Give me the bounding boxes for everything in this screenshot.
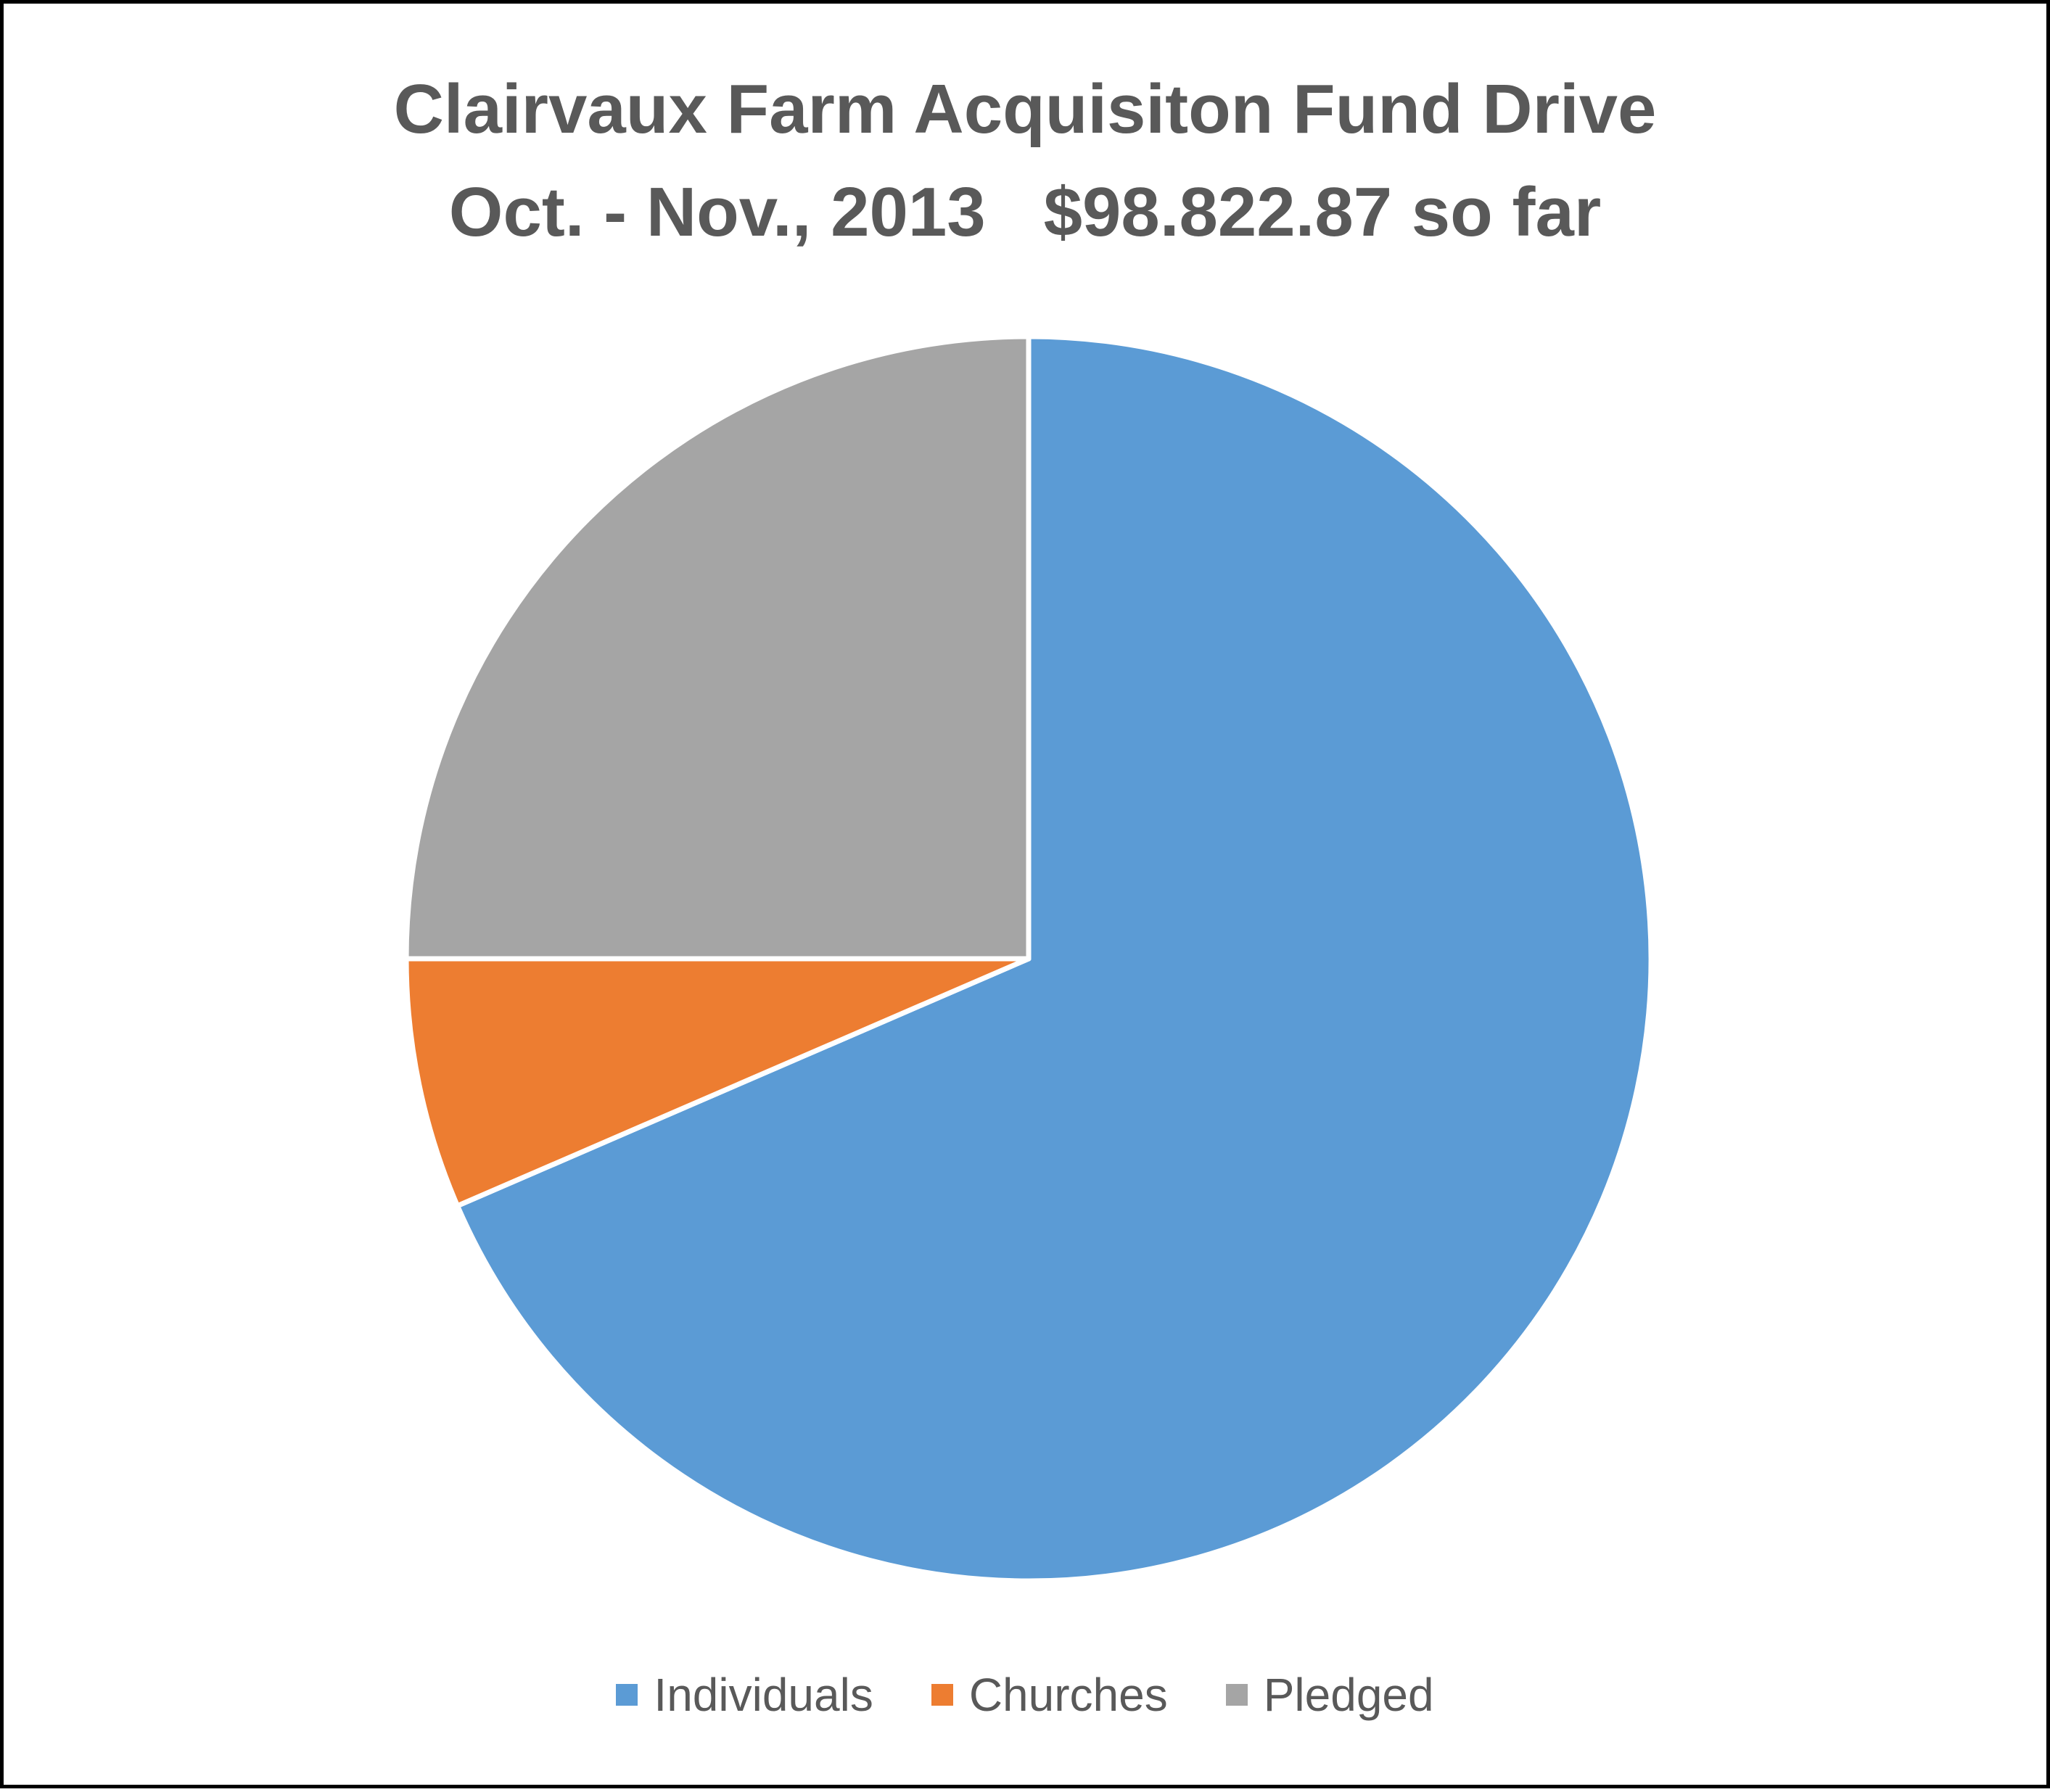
chart-title-line-1: Clairvaux Farm Acquisiton Fund Drive	[393, 70, 1657, 148]
pie-slice-individuals	[455, 334, 1654, 1584]
legend: Individuals Churches Pledged	[4, 1668, 2046, 1722]
pie-slice-pledged	[403, 334, 1032, 962]
legend-item-pledged: Pledged	[1225, 1668, 1434, 1722]
pie-slices	[403, 334, 1654, 1584]
legend-label-individuals: Individuals	[654, 1669, 873, 1721]
pie-chart	[403, 334, 1654, 1584]
chart-title-line-2: Oct. - Nov., 2013 $98.822.87 so far	[448, 173, 1602, 251]
legend-label-pledged: Pledged	[1263, 1669, 1434, 1721]
chart-title: Clairvaux Farm Acquisiton Fund Drive Oct…	[4, 58, 2046, 264]
legend-swatch-individuals	[616, 1684, 638, 1706]
pie-slice-churches	[403, 956, 1032, 1209]
legend-label-churches: Churches	[968, 1669, 1168, 1721]
legend-swatch-churches	[931, 1684, 953, 1706]
legend-item-individuals: Individuals	[616, 1668, 873, 1722]
legend-item-churches: Churches	[931, 1668, 1168, 1722]
legend-swatch-pledged	[1225, 1684, 1248, 1706]
